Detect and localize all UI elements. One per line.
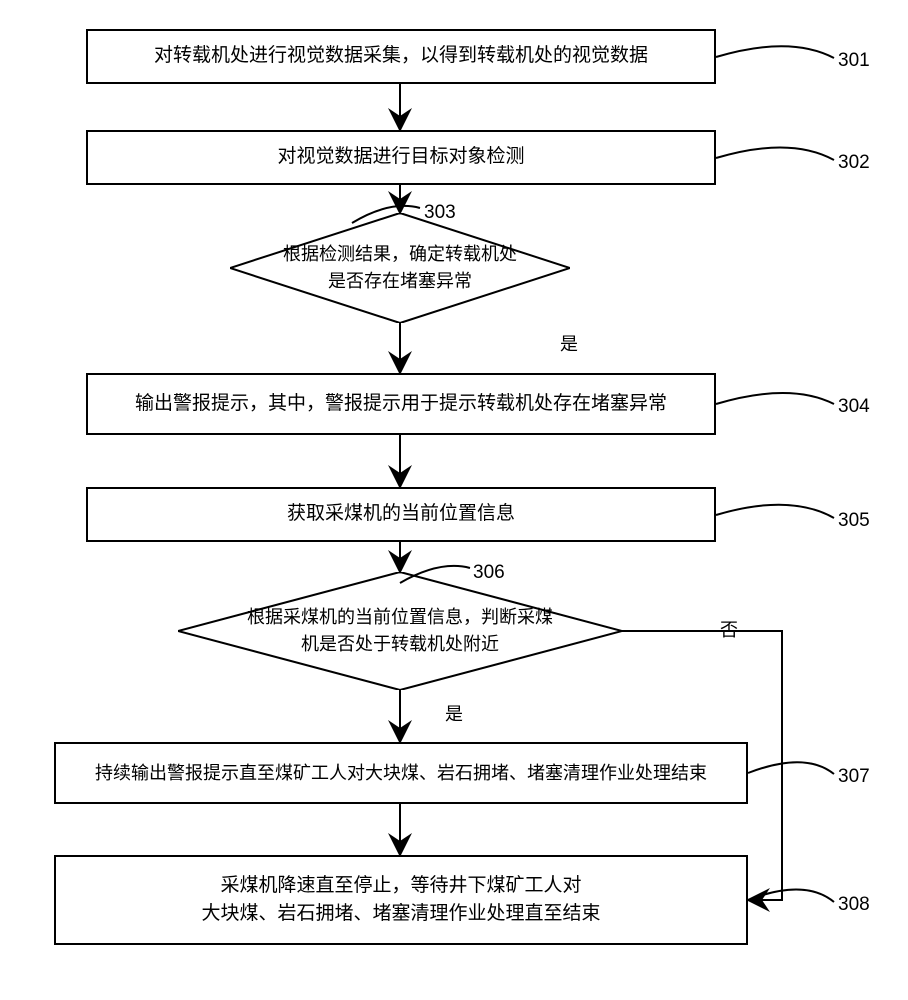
step-306-text: 根据采煤机的当前位置信息，判断采煤 机是否处于转载机处附近: [247, 604, 553, 658]
step-label-303: 303: [424, 202, 456, 224]
step-label-302: 302: [838, 152, 870, 174]
step-304-box: 输出警报提示，其中，警报提示用于提示转载机处存在堵塞异常: [86, 373, 716, 435]
edge-label-yes-306: 是: [445, 700, 463, 726]
step-label-306: 306: [473, 562, 505, 584]
step-308-box: 采煤机降速直至停止，等待井下煤矿工人对 大块煤、岩石拥堵、堵塞清理作业处理直至结…: [54, 855, 748, 945]
step-302-box: 对视觉数据进行目标对象检测: [86, 130, 716, 185]
step-308-text: 采煤机降速直至停止，等待井下煤矿工人对 大块煤、岩石拥堵、堵塞清理作业处理直至结…: [201, 872, 600, 929]
step-label-307: 307: [838, 766, 870, 788]
step-label-305: 305: [838, 510, 870, 532]
step-304-text: 输出警报提示，其中，警报提示用于提示转载机处存在堵塞异常: [135, 390, 667, 419]
step-306-decision: 根据采煤机的当前位置信息，判断采煤 机是否处于转载机处附近: [178, 572, 622, 690]
step-307-text: 持续输出警报提示直至煤矿工人对大块煤、岩石拥堵、堵塞清理作业处理结束: [95, 760, 707, 787]
step-label-304: 304: [838, 396, 870, 418]
step-303-decision: 根据检测结果，确定转载机处 是否存在堵塞异常: [230, 213, 570, 323]
step-305-box: 获取采煤机的当前位置信息: [86, 487, 716, 542]
edge-label-yes-303: 是: [560, 330, 578, 356]
step-302-text: 对视觉数据进行目标对象检测: [277, 143, 524, 172]
step-301-box: 对转载机处进行视觉数据采集，以得到转载机处的视觉数据: [86, 29, 716, 84]
step-303-text: 根据检测结果，确定转载机处 是否存在堵塞异常: [283, 241, 517, 295]
step-307-box: 持续输出警报提示直至煤矿工人对大块煤、岩石拥堵、堵塞清理作业处理结束: [54, 742, 748, 804]
step-301-text: 对转载机处进行视觉数据采集，以得到转载机处的视觉数据: [154, 42, 648, 71]
step-label-301: 301: [838, 50, 870, 72]
step-305-text: 获取采煤机的当前位置信息: [287, 500, 515, 529]
edge-label-no-306: 否: [720, 616, 738, 642]
step-label-308: 308: [838, 894, 870, 916]
